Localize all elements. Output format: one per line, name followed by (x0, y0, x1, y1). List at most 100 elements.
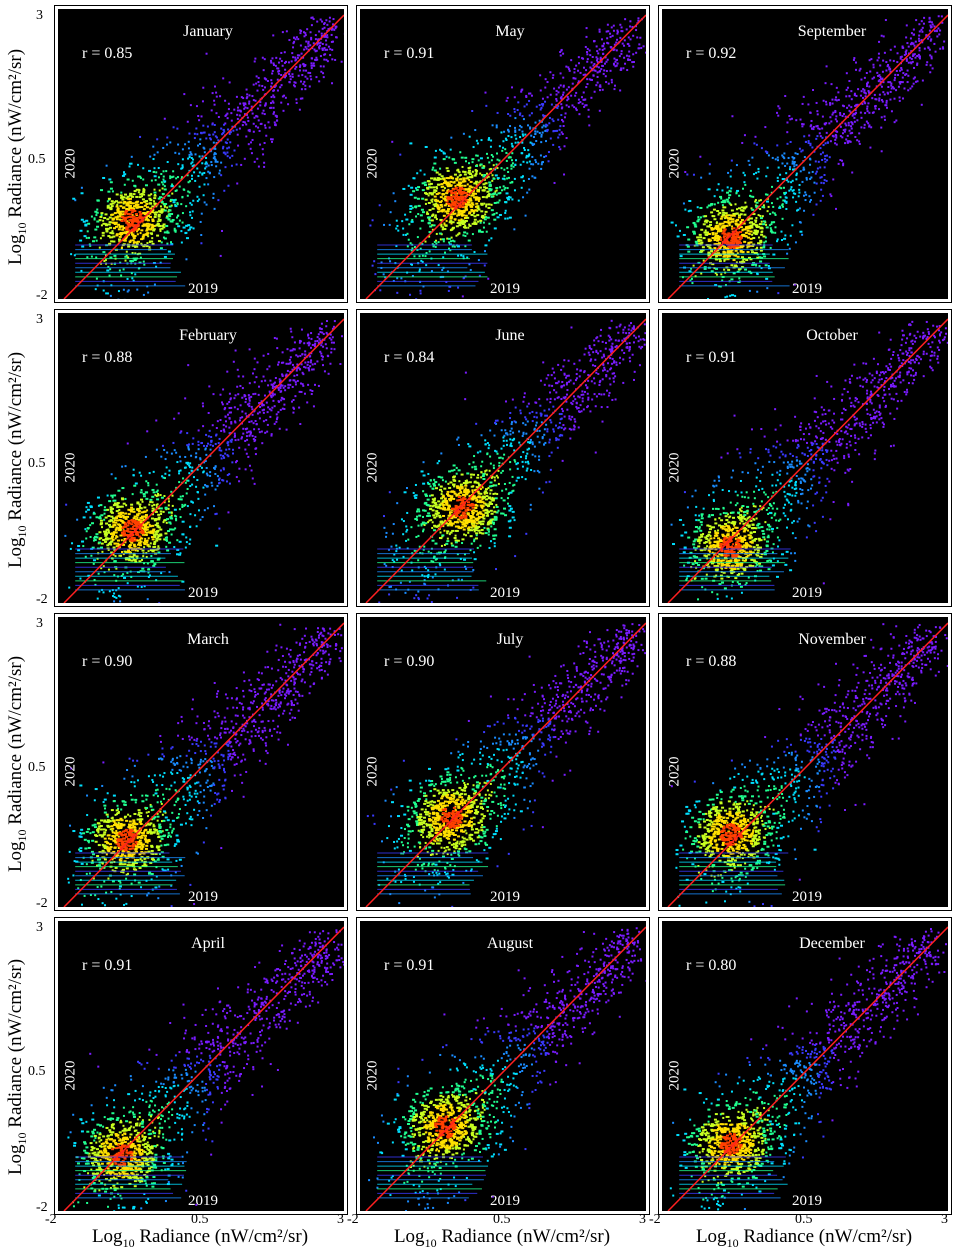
scatter-plot (667, 318, 948, 603)
year-2020-label: 2020 (364, 756, 381, 787)
density-points (67, 929, 344, 1211)
panel-december: December r = 0.80 2020 2019 (658, 917, 952, 1215)
scatter-plot (365, 926, 646, 1211)
density-points (377, 319, 646, 603)
x-axis-label-col3: Log10 Radiance (nW/cm²/sr) (695, 1226, 913, 1250)
panel-june: June r = 0.84 2020 2019 (356, 309, 650, 607)
scatter-plot (63, 14, 344, 299)
year-2020-label: 2020 (62, 756, 79, 787)
x-tick-label: 0.5 (493, 1212, 511, 1227)
y-axis-label-row4: Log10 Radiance (nW/cm²/sr) (5, 958, 29, 1176)
y-tick-label: 3 (36, 8, 43, 23)
y-tick-label: 0.5 (28, 1064, 46, 1079)
correlation-label: r = 0.85 (82, 45, 133, 62)
panel-february: February r = 0.88 2020 2019 (54, 309, 348, 607)
x-tick-label: -2 (649, 1212, 661, 1227)
correlation-label: r = 0.91 (82, 957, 133, 974)
panel-title: April (191, 935, 225, 952)
correlation-label: r = 0.88 (686, 653, 737, 670)
panel-title: June (495, 327, 525, 344)
correlation-label: r = 0.91 (384, 957, 435, 974)
identity-line (667, 926, 948, 1211)
y-axis-label-row1: Log10 Radiance (nW/cm²/sr) (5, 48, 29, 266)
panel-april: April r = 0.91 2020 2019 (54, 917, 348, 1215)
identity-line (63, 926, 344, 1211)
y-tick-label: -2 (36, 592, 48, 607)
y-tick-label: -2 (36, 896, 48, 911)
year-2019-label: 2019 (490, 889, 520, 905)
x-tick-label: 3 (639, 1212, 646, 1227)
year-2019-label: 2019 (188, 585, 218, 601)
panel-january: January r = 0.85 2020 2019 (54, 5, 348, 303)
panel-title: December (799, 935, 865, 952)
year-2020-label: 2020 (364, 148, 381, 179)
year-2020-label: 2020 (666, 1060, 683, 1091)
year-2020-label: 2020 (666, 148, 683, 179)
correlation-label: r = 0.80 (686, 957, 737, 974)
y-tick-label: 3 (36, 920, 43, 935)
year-2019-label: 2019 (792, 889, 822, 905)
panel-march: March r = 0.90 2020 2019 (54, 613, 348, 911)
year-2019-label: 2019 (490, 281, 520, 297)
panel-title: January (183, 23, 233, 40)
scatter-plot (365, 318, 646, 603)
identity-line (365, 318, 646, 603)
x-tick-label: 0.5 (191, 1212, 209, 1227)
x-axis-label-col1: Log10 Radiance (nW/cm²/sr) (91, 1226, 309, 1250)
scatter-plot (365, 14, 646, 299)
y-tick-label: -2 (36, 1200, 48, 1215)
scatter-plot (667, 622, 948, 907)
correlation-label: r = 0.88 (82, 349, 133, 366)
year-2019-label: 2019 (792, 585, 822, 601)
correlation-label: r = 0.84 (384, 349, 435, 366)
y-axis-label-row2: Log10 Radiance (nW/cm²/sr) (5, 351, 29, 569)
identity-line (667, 318, 948, 603)
year-2019-label: 2019 (490, 1193, 520, 1209)
y-tick-label: 3 (36, 312, 43, 327)
year-2020-label: 2020 (364, 452, 381, 483)
identity-line (365, 926, 646, 1211)
panel-october: October r = 0.91 2020 2019 (658, 309, 952, 607)
x-tick-label: -2 (45, 1212, 57, 1227)
x-tick-label: -2 (347, 1212, 359, 1227)
identity-line (63, 318, 344, 603)
scatter-plot (63, 926, 344, 1211)
correlation-label: r = 0.92 (686, 45, 737, 62)
x-tick-label: 0.5 (795, 1212, 813, 1227)
identity-line (365, 622, 646, 907)
x-axis-label-col2: Log10 Radiance (nW/cm²/sr) (393, 1226, 611, 1250)
panel-title: February (179, 327, 237, 344)
year-2019-label: 2019 (188, 281, 218, 297)
x-tick-label: 3 (941, 1212, 948, 1227)
correlation-label: r = 0.90 (82, 653, 133, 670)
year-2020-label: 2020 (666, 452, 683, 483)
panel-title: March (187, 631, 229, 648)
correlation-label: r = 0.90 (384, 653, 435, 670)
year-2019-label: 2019 (792, 1193, 822, 1209)
identity-line (63, 14, 344, 299)
year-2020-label: 2020 (62, 1060, 79, 1091)
panel-title: May (495, 23, 525, 40)
scatter-plot (63, 318, 344, 603)
density-points (670, 623, 948, 907)
y-tick-label: 0.5 (28, 760, 46, 775)
scatter-plot (63, 622, 344, 907)
panel-november: November r = 0.88 2020 2019 (658, 613, 952, 911)
y-tick-label: -2 (36, 288, 48, 303)
year-2020-label: 2020 (364, 1060, 381, 1091)
identity-line (667, 622, 948, 907)
y-tick-label: 0.5 (28, 456, 46, 471)
panel-title: November (798, 631, 866, 648)
panel-may: May r = 0.91 2020 2019 (356, 5, 650, 303)
y-tick-label: 3 (36, 616, 43, 631)
correlation-label: r = 0.91 (686, 349, 737, 366)
year-2019-label: 2019 (188, 1193, 218, 1209)
identity-line (667, 14, 948, 299)
y-axis-label-row3: Log10 Radiance (nW/cm²/sr) (5, 655, 29, 873)
density-points (70, 16, 344, 299)
panel-title: July (496, 631, 524, 648)
density-points (669, 928, 948, 1211)
panel-title: September (797, 23, 867, 40)
panel-title: October (806, 327, 858, 344)
